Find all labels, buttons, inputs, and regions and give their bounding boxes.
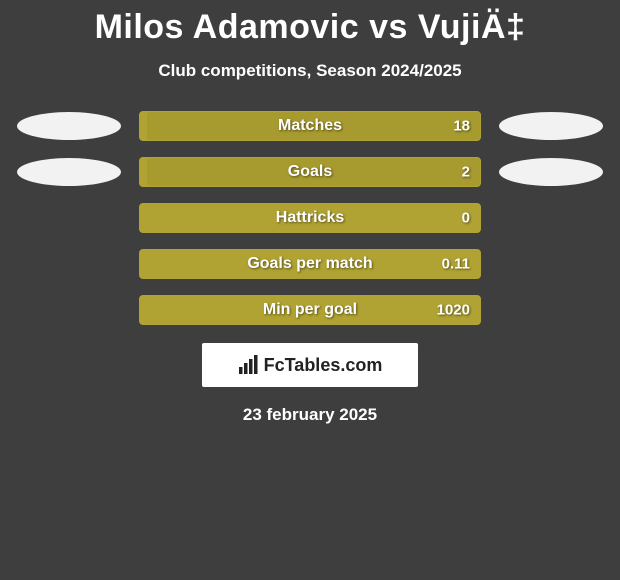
date-text: 23 february 2025 (0, 405, 620, 425)
bar-label: Hattricks (276, 209, 344, 227)
bar-label: Matches (278, 117, 342, 135)
bar-value: 1020 (437, 302, 470, 319)
left-oval (17, 112, 121, 140)
bar-value: 0 (462, 210, 470, 227)
stat-row: Goals per match 0.11 (0, 249, 620, 279)
stat-row: Min per goal 1020 (0, 295, 620, 325)
bar-track: Hattricks 0 (139, 203, 481, 233)
bar-label: Goals per match (247, 255, 372, 273)
bar-value: 2 (462, 164, 470, 181)
left-oval (17, 158, 121, 186)
bar-track: Goals per match 0.11 (139, 249, 481, 279)
stat-row: Goals 2 (0, 157, 620, 187)
comparison-chart: Matches 18 Goals 2 Hattricks 0 Goals per match… (0, 111, 620, 325)
chart-icon (238, 355, 260, 375)
subtitle: Club competitions, Season 2024/2025 (0, 61, 620, 81)
stat-row: Hattricks 0 (0, 203, 620, 233)
page-title: Milos Adamovic vs VujiÄ‡ (0, 0, 620, 47)
right-oval (499, 112, 603, 140)
bar-label: Goals (288, 163, 332, 181)
stat-row: Matches 18 (0, 111, 620, 141)
bar-label: Min per goal (263, 301, 357, 319)
logo-text: FcTables.com (264, 355, 383, 376)
right-oval (499, 158, 603, 186)
logo-box: FcTables.com (202, 343, 418, 387)
bar-track: Goals 2 (139, 157, 481, 187)
bar-track: Matches 18 (139, 111, 481, 141)
bar-value: 18 (453, 118, 470, 135)
bar-track: Min per goal 1020 (139, 295, 481, 325)
bar-value: 0.11 (442, 256, 470, 273)
